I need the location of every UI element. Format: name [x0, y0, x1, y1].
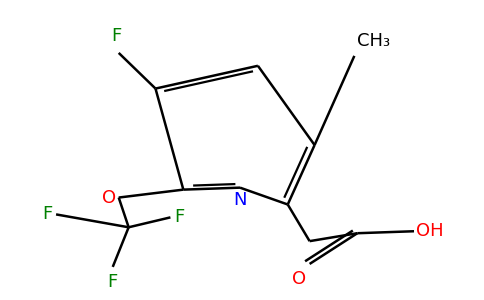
Text: OH: OH [416, 222, 444, 240]
Text: F: F [42, 206, 52, 224]
Text: O: O [102, 189, 116, 207]
Text: N: N [233, 190, 247, 208]
Text: F: F [174, 208, 184, 226]
Text: CH₃: CH₃ [357, 32, 390, 50]
Text: O: O [292, 270, 306, 288]
Text: F: F [111, 28, 121, 46]
Text: F: F [107, 273, 118, 291]
